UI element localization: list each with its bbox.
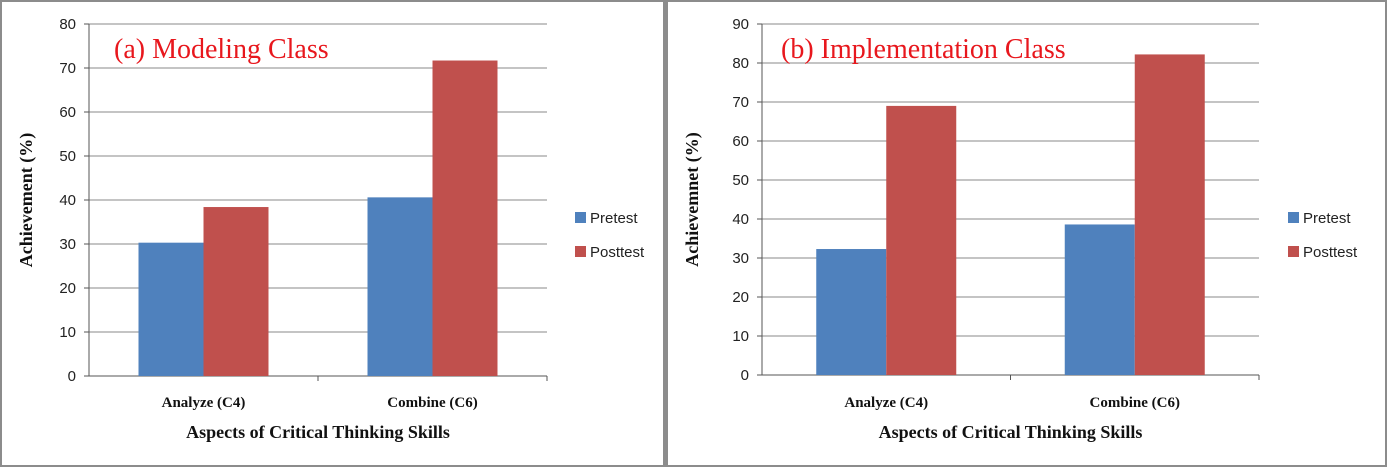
y-tick-label: 0 [68, 368, 76, 385]
chart-modeling-svg: 0 10 20 30 40 50 60 70 80 Analyze (C4) Combine (C6… [16, 16, 645, 442]
bar-pretest-2 [1064, 224, 1135, 375]
legend-label-posttest: Posttest [590, 244, 645, 261]
y-tick-label: 30 [732, 250, 749, 267]
y-tick-label: 70 [732, 94, 749, 111]
chart-panel-implementation: 0 10 20 30 40 50 60 70 80 90 Analyze (C4) Combine (… [665, 0, 1387, 467]
y-tick-label: 0 [741, 367, 749, 384]
bar-pretest-1 [816, 249, 887, 375]
y-tick-label: 40 [732, 211, 749, 228]
bar-pretest-1 [138, 242, 204, 376]
chart-title: (a) Modeling Class [114, 34, 329, 65]
legend-label-posttest: Posttest [1303, 244, 1358, 261]
chart-title: (b) Implementation Class [781, 34, 1066, 65]
y-axis-title: Achievemnet (%) [682, 132, 703, 266]
y-tick-label: 80 [59, 16, 76, 33]
bar-pretest-2 [367, 197, 433, 376]
y-tick-label: 20 [732, 289, 749, 306]
bar-posttest-1 [886, 105, 957, 376]
x-axis-title: Aspects of Critical Thinking Skills [879, 422, 1143, 442]
bar-posttest-1 [203, 207, 269, 376]
legend-swatch-pretest [575, 212, 586, 223]
chart-panel-modeling: 0 10 20 30 40 50 60 70 80 Analyze (C4) Combine (C6… [0, 0, 665, 467]
y-tick-label: 90 [732, 16, 749, 33]
y-tick-label: 50 [59, 148, 76, 165]
bar-posttest-2 [432, 60, 498, 377]
x-axis-title: Aspects of Critical Thinking Skills [186, 422, 450, 442]
y-tick-label: 50 [732, 172, 749, 189]
y-tick-label: 60 [59, 104, 76, 121]
x-category-label: Analyze (C4) [844, 395, 928, 411]
legend-swatch-pretest [1288, 212, 1299, 223]
y-tick-label: 80 [732, 55, 749, 72]
legend-swatch-posttest [575, 246, 586, 257]
y-tick-label: 30 [59, 236, 76, 253]
x-category-label: Combine (C6) [1090, 395, 1180, 411]
legend-label-pretest: Pretest [590, 210, 638, 227]
legend-swatch-posttest [1288, 246, 1299, 257]
x-category-label: Combine (C6) [387, 395, 477, 411]
y-tick-label: 10 [732, 328, 749, 345]
y-axis-title: Achievement (%) [16, 133, 37, 267]
y-tick-label: 20 [59, 280, 76, 297]
y-tick-label: 40 [59, 192, 76, 209]
chart-implementation-svg: 0 10 20 30 40 50 60 70 80 90 Analyze (C4) Combine (… [682, 16, 1358, 442]
y-tick-label: 60 [732, 133, 749, 150]
x-category-label: Analyze (C4) [162, 395, 246, 411]
bar-posttest-2 [1134, 54, 1205, 376]
y-tick-label: 10 [59, 324, 76, 341]
y-tick-label: 70 [59, 60, 76, 77]
legend-label-pretest: Pretest [1303, 210, 1351, 227]
